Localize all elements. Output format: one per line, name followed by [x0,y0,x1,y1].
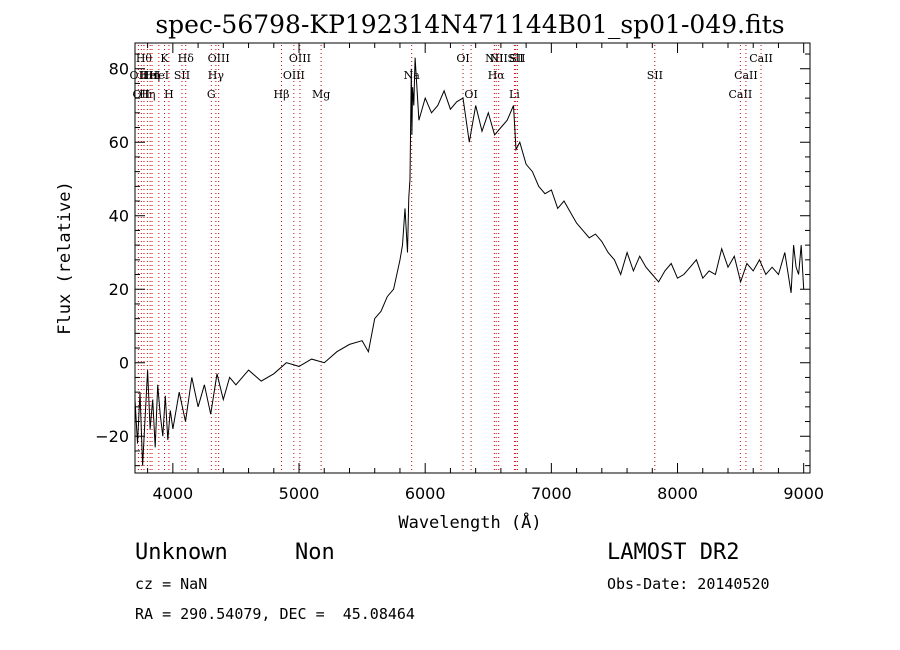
line-label: SII [508,52,524,65]
y-tick-label: −20 [95,427,129,446]
x-tick-label: 6000 [405,484,446,503]
x-tick-label: 4000 [152,484,193,503]
line-label: Hδ [178,52,195,65]
line-label: OIII [208,52,230,65]
line-label: Hβ [274,88,290,101]
line-label: OI [464,88,477,101]
y-tick-label: 60 [109,133,129,152]
line-label: Li [509,88,520,101]
line-label: HeI [149,69,169,82]
y-tick-label: 40 [109,207,129,226]
line-label: Hα [488,69,506,82]
line-label: Hγ [208,69,225,82]
x-tick-label: 8000 [657,484,698,503]
line-label: CaII [749,52,773,65]
line-label: G [207,88,216,101]
class-label: Unknown [135,540,228,565]
line-label: OIII [283,69,305,82]
line-label: OIII [289,52,311,65]
line-label: OII [130,69,148,82]
line-label: Hη [139,88,155,101]
plot-frame [134,42,811,474]
spectrum-series [134,57,805,466]
chart-title: spec-56798-KP192314N471144B01_sp01-049.f… [155,10,784,39]
line-label: NII [490,52,508,65]
line-label: HeI [140,69,160,82]
x-tick-label: 7000 [531,484,572,503]
axes: 4000 5000 6000 7000 8000 9000 −20 0 20 40 60 80 [95,43,824,503]
line-label: CaII [729,88,753,101]
survey-label: LAMOST DR2 [607,540,740,565]
redshift-label: cz = NaN [135,575,208,593]
line-label: K [160,52,169,65]
line-label: Hθ [136,52,153,65]
emission-line-markers: OIIOIIHθHηHeIHηHeIKHSIIHδGHγOIIIHβOIIIOI… [130,45,773,473]
x-tick-label: 5000 [279,484,320,503]
line-label: SII [174,69,190,82]
spectrum-line [134,57,805,466]
subclass-label: Non [295,540,335,565]
y-tick-label: 20 [109,280,129,299]
y-axis-label: Flux (relative) [55,181,75,335]
y-tick-label: 0 [119,354,129,373]
line-label: Mg [312,88,330,101]
x-tick-label: 9000 [783,484,824,503]
line-label: H [164,88,174,101]
x-axis-label: Wavelength (Å) [398,511,541,533]
line-label: SII [647,69,663,82]
line-label: OI [456,52,469,65]
line-label: Hη [144,69,160,82]
line-label: Na [404,69,421,82]
line-label: SII [509,52,525,65]
y-tick-label: 80 [109,60,129,79]
line-label: CaII [734,69,758,82]
coordinates-label: RA = 290.54079, DEC = 45.08464 [135,605,415,623]
obs-date-label: Obs-Date: 20140520 [607,575,770,593]
